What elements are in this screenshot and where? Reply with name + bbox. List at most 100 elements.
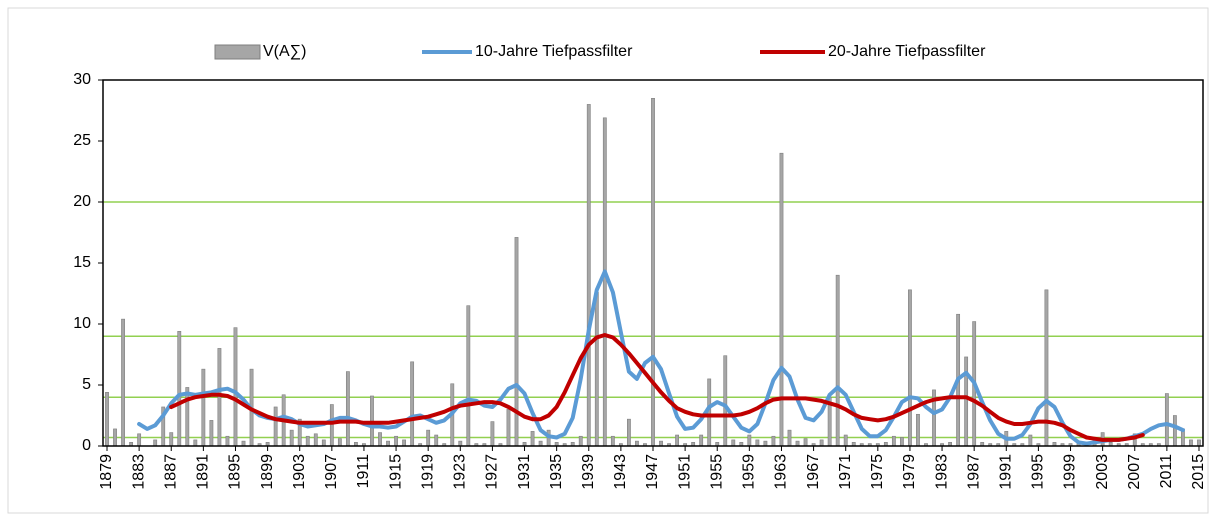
bar [530,431,535,447]
line-series [169,333,1145,442]
x-tick-label: 1907 [323,454,340,490]
bar [1189,439,1193,447]
bar [964,356,969,447]
bar [313,433,318,447]
bar [731,439,736,447]
x-tick-label: 1959 [741,454,758,490]
x-tick-label: 1939 [580,454,597,490]
bar [835,274,840,447]
x-tick-label: 1931 [516,454,533,490]
bar [1164,393,1169,447]
bar [755,439,760,447]
bar [771,435,776,447]
y-tick-label: 20 [73,193,91,210]
bar [916,413,920,447]
bar [675,434,679,447]
bar [402,439,407,447]
x-tick-label: 1987 [965,454,982,490]
y-tick-label: 10 [73,315,91,332]
bar [908,289,912,447]
bar [1197,439,1201,447]
bar [610,435,615,447]
bar [627,418,631,447]
x-tick-label: 1927 [484,454,501,490]
bar [899,437,904,447]
x-tick-label: 1879 [98,454,115,490]
y-tick-label: 25 [73,132,91,149]
bar [787,429,792,447]
x-tick-label: 2003 [1094,454,1111,490]
x-tick-label: 1963 [773,454,790,490]
bar [345,371,350,447]
bar [177,331,182,447]
x-tick-label: 1923 [452,454,469,490]
x-tick-label: 1983 [933,454,950,490]
bar [193,439,198,447]
bar [185,387,190,447]
bar [803,438,808,447]
bar [113,428,117,447]
bar [779,152,784,447]
bar [594,291,599,447]
bar [578,435,583,447]
legend-swatch [214,44,261,60]
x-tick-label: 1903 [291,454,308,490]
bar [105,392,109,447]
x-tick-label: 1979 [901,454,918,490]
bar [466,305,471,447]
bar [378,432,382,447]
bar [1028,434,1033,447]
bar [1172,415,1177,447]
x-tick-label: 2011 [1158,454,1175,489]
x-tick-label: 1891 [195,454,212,490]
bar [337,438,342,447]
x-tick-label: 1943 [612,454,629,490]
bar [410,361,415,447]
bar [506,409,511,447]
bar [707,378,712,447]
chart-border [7,7,1209,514]
bar [153,439,158,447]
bar [273,406,278,447]
x-tick-label: 1887 [162,454,179,490]
bar [843,434,848,447]
x-tick-label: 1995 [1030,454,1047,490]
bar [305,435,310,447]
x-tick-label: 1919 [419,454,436,490]
x-tick-label: 1935 [548,454,565,490]
x-tick-label: 1899 [259,454,276,490]
bar [586,104,591,447]
y-tick-label: 0 [82,437,91,454]
x-tick-label: 2015 [1190,454,1207,490]
bar [169,432,174,447]
y-tick-label: 15 [73,254,91,271]
legend-label: 20-Jahre Tiefpassfilter [828,43,986,60]
bar [651,98,655,447]
x-tick-label: 1991 [998,454,1015,490]
bar [121,318,125,447]
bar [321,439,326,447]
bar [747,434,752,447]
x-tick-label: 1911 [355,454,372,489]
plot-border [102,79,1204,447]
x-tick-label: 1895 [227,454,244,490]
x-tick-label: 1975 [869,454,886,490]
y-tick-label: 5 [82,376,91,393]
bar [289,429,294,447]
x-tick-label: 1955 [708,454,725,490]
bar [225,435,230,447]
x-tick-label: 1971 [837,454,854,490]
y-tick-label: 30 [73,71,91,88]
bar [891,435,896,447]
bar [217,348,222,447]
bar [201,368,206,447]
bar [394,435,398,447]
legend-label: V(A∑) [263,43,306,60]
x-tick-label: 2007 [1126,454,1143,490]
bar [699,434,704,447]
bar [329,404,334,447]
x-tick-label: 1883 [130,454,147,490]
bar [137,433,142,447]
bar [209,420,214,447]
